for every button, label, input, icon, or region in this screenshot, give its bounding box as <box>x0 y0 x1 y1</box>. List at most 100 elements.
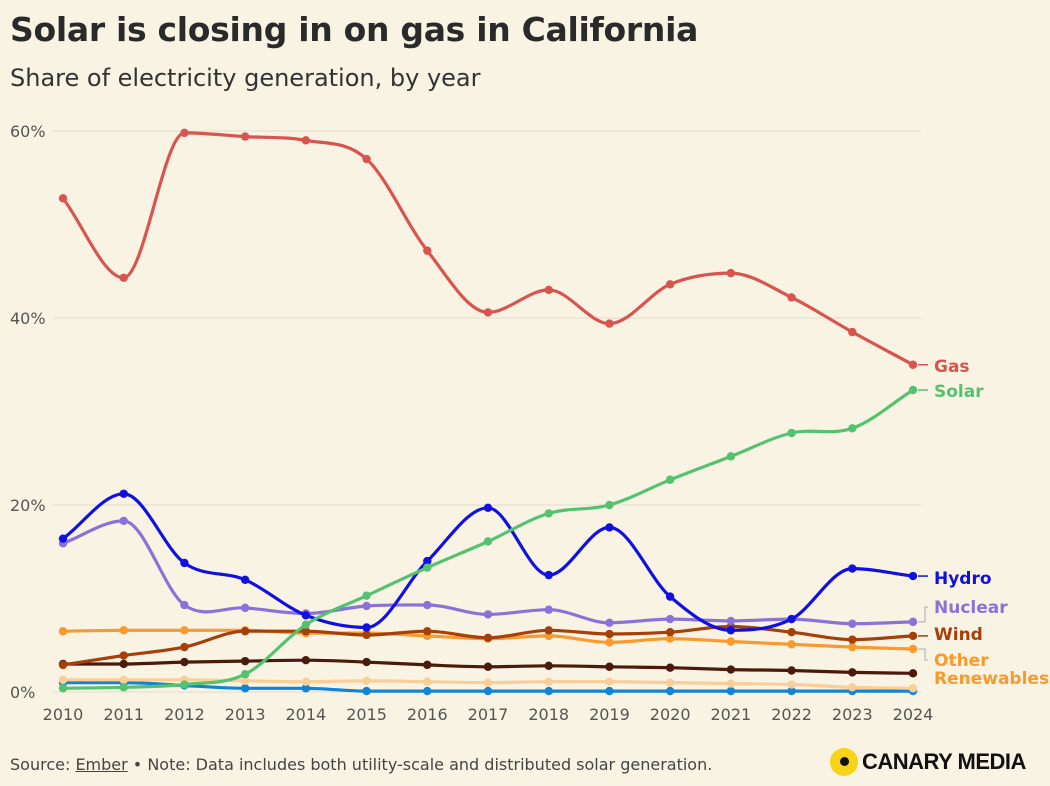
data-point-nuclear <box>240 603 250 613</box>
data-point-hydro <box>180 558 189 568</box>
data-point-other-fossil <box>240 684 250 693</box>
data-point-solar <box>605 500 614 510</box>
label-connector <box>918 606 928 623</box>
data-point-hydro <box>362 623 371 632</box>
series-lines <box>58 128 918 696</box>
series-solar <box>58 385 918 693</box>
series-gas <box>58 128 918 369</box>
series-line-nuclear <box>62 519 914 626</box>
series-label-hydro: Hydro <box>934 569 992 589</box>
data-point-gas <box>726 268 736 278</box>
data-point-solar <box>423 563 432 572</box>
data-point-hydro <box>301 611 311 620</box>
data-point-coal <box>544 661 553 671</box>
data-point-other-renewables <box>58 627 68 636</box>
data-point-other-fossil <box>423 686 432 696</box>
data-point-other-renewables <box>605 638 614 647</box>
source-prefix: Source: <box>10 755 76 774</box>
data-point-nuclear <box>848 619 857 628</box>
data-point-wind <box>180 642 189 652</box>
data-point-nuclear <box>665 614 675 624</box>
data-point-hydro <box>908 571 918 581</box>
data-point-wind <box>362 630 371 640</box>
data-point-solar <box>240 670 250 679</box>
data-point-bioenergy <box>787 680 796 689</box>
data-point-solar <box>483 537 493 546</box>
data-point-coal <box>787 666 796 675</box>
data-point-wind <box>908 631 918 641</box>
data-point-other-renewables <box>787 640 796 649</box>
data-point-wind <box>787 627 796 637</box>
data-point-nuclear <box>180 600 189 610</box>
data-point-gas <box>544 285 553 295</box>
series-line-gas <box>61 131 914 367</box>
data-point-coal <box>423 660 432 670</box>
data-point-gas <box>848 327 857 337</box>
data-point-hydro <box>240 575 250 584</box>
data-point-gas <box>301 136 311 145</box>
x-axis-ticks: 2010 2011 2012 2013 2014 2015 2016 2017 2018 2019… <box>43 705 934 724</box>
x-tick-label: 2016 <box>407 705 448 724</box>
data-point-bioenergy <box>119 675 128 685</box>
data-point-nuclear <box>483 610 493 619</box>
data-point-other-fossil <box>362 686 371 696</box>
data-point-solar <box>726 452 736 461</box>
data-point-wind <box>665 627 675 637</box>
data-point-nuclear <box>908 617 918 627</box>
data-point-hydro <box>665 592 675 601</box>
data-point-other-renewables <box>180 626 189 635</box>
data-point-bioenergy <box>544 677 553 686</box>
data-point-other-fossil <box>665 686 675 696</box>
data-point-wind <box>848 635 857 644</box>
data-point-other-fossil <box>483 686 493 696</box>
label-connector <box>918 648 928 661</box>
data-point-nuclear <box>544 605 553 614</box>
data-point-hydro <box>544 570 553 580</box>
data-point-gas <box>665 280 675 289</box>
canary-dot-icon <box>830 748 858 776</box>
data-point-gas <box>605 319 614 328</box>
data-point-other-fossil <box>544 686 553 696</box>
data-point-gas <box>908 360 918 369</box>
series-label-gas: Gas <box>934 357 970 377</box>
footer-note: Source: Ember • Note: Data includes both… <box>10 755 712 774</box>
data-point-gas <box>58 194 68 203</box>
x-tick-label: 2018 <box>528 705 569 724</box>
y-tick-label: 0% <box>10 683 35 702</box>
y-tick-label: 60% <box>10 122 46 141</box>
data-point-hydro <box>483 503 493 513</box>
data-point-hydro <box>423 556 432 566</box>
source-link[interactable]: Ember <box>75 755 128 774</box>
data-point-coal <box>301 656 311 665</box>
data-point-coal <box>119 659 128 669</box>
data-point-coal <box>726 665 736 674</box>
x-tick-label: 2023 <box>832 705 873 724</box>
y-tick-label: 20% <box>10 496 46 515</box>
data-point-solar <box>787 428 796 438</box>
data-point-other-fossil <box>605 686 614 696</box>
data-point-hydro <box>726 626 736 635</box>
data-point-nuclear <box>423 600 432 610</box>
brand-logo: CANARY MEDIA <box>830 748 1026 776</box>
chart-title: Solar is closing in on gas in California <box>10 10 699 49</box>
data-point-other-fossil <box>726 686 736 696</box>
data-point-coal <box>848 668 857 677</box>
data-point-wind <box>605 629 614 639</box>
data-point-gas <box>119 273 128 282</box>
data-point-bioenergy <box>362 676 371 685</box>
data-point-other-fossil <box>787 686 796 696</box>
data-point-hydro <box>787 614 796 624</box>
series-hydro <box>58 489 918 635</box>
series-label-solar: Solar <box>934 382 984 402</box>
data-point-gas <box>362 154 371 164</box>
series-wind <box>58 622 918 670</box>
data-point-hydro <box>848 564 857 573</box>
data-point-nuclear <box>605 618 614 628</box>
data-point-nuclear <box>119 516 128 526</box>
data-point-hydro <box>58 534 68 543</box>
data-point-coal <box>908 669 918 678</box>
data-point-wind <box>119 651 128 660</box>
data-point-wind <box>301 627 311 636</box>
